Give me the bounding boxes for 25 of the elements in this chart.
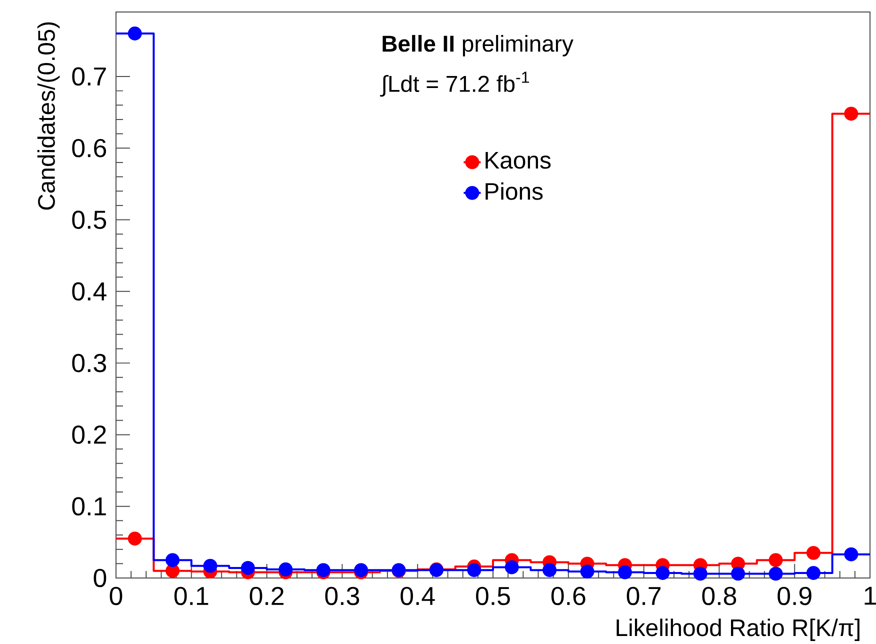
legend-label: Pions <box>486 182 543 200</box>
x-tick-label: 0.3 <box>325 586 360 606</box>
x-tick-label: 0.9 <box>778 586 812 606</box>
legend-label: Kaons <box>486 152 551 169</box>
x-tick-label: 0.5 <box>476 586 510 606</box>
x-axis-title: Likelihood Ratio R[K/π] <box>616 618 860 641</box>
x-tick-label: 0.2 <box>250 586 284 606</box>
x-tick-label: 0.1 <box>174 586 208 606</box>
x-tick-label: 0.8 <box>702 586 736 606</box>
y-tick-label: 0.5 <box>72 210 106 229</box>
annotation: ∫Ldt = 71.2 fb$^{-1}$ <box>380 72 529 97</box>
x-tick-label: 0 <box>110 586 122 606</box>
x-tick-label: 0.4 <box>400 586 435 606</box>
y-tick-label: 0.1 <box>72 497 106 516</box>
y-tick-label: 0.4 <box>72 282 106 301</box>
y-tick-label: 0.6 <box>72 138 106 158</box>
x-tick-label: 0.7 <box>626 586 661 606</box>
annotation: Belle II preliminary <box>382 34 574 56</box>
x-tick-label: 0.6 <box>551 586 586 606</box>
y-tick-label: 0.3 <box>72 354 106 372</box>
y-tick-label: 0.7 <box>72 67 106 86</box>
x-tick-label: 1 <box>864 586 876 605</box>
y-tick-label: 0.2 <box>72 426 106 444</box>
y-axis-title: Candidates/(0.05) <box>37 22 60 210</box>
y-tick-label: 0 <box>94 568 106 588</box>
